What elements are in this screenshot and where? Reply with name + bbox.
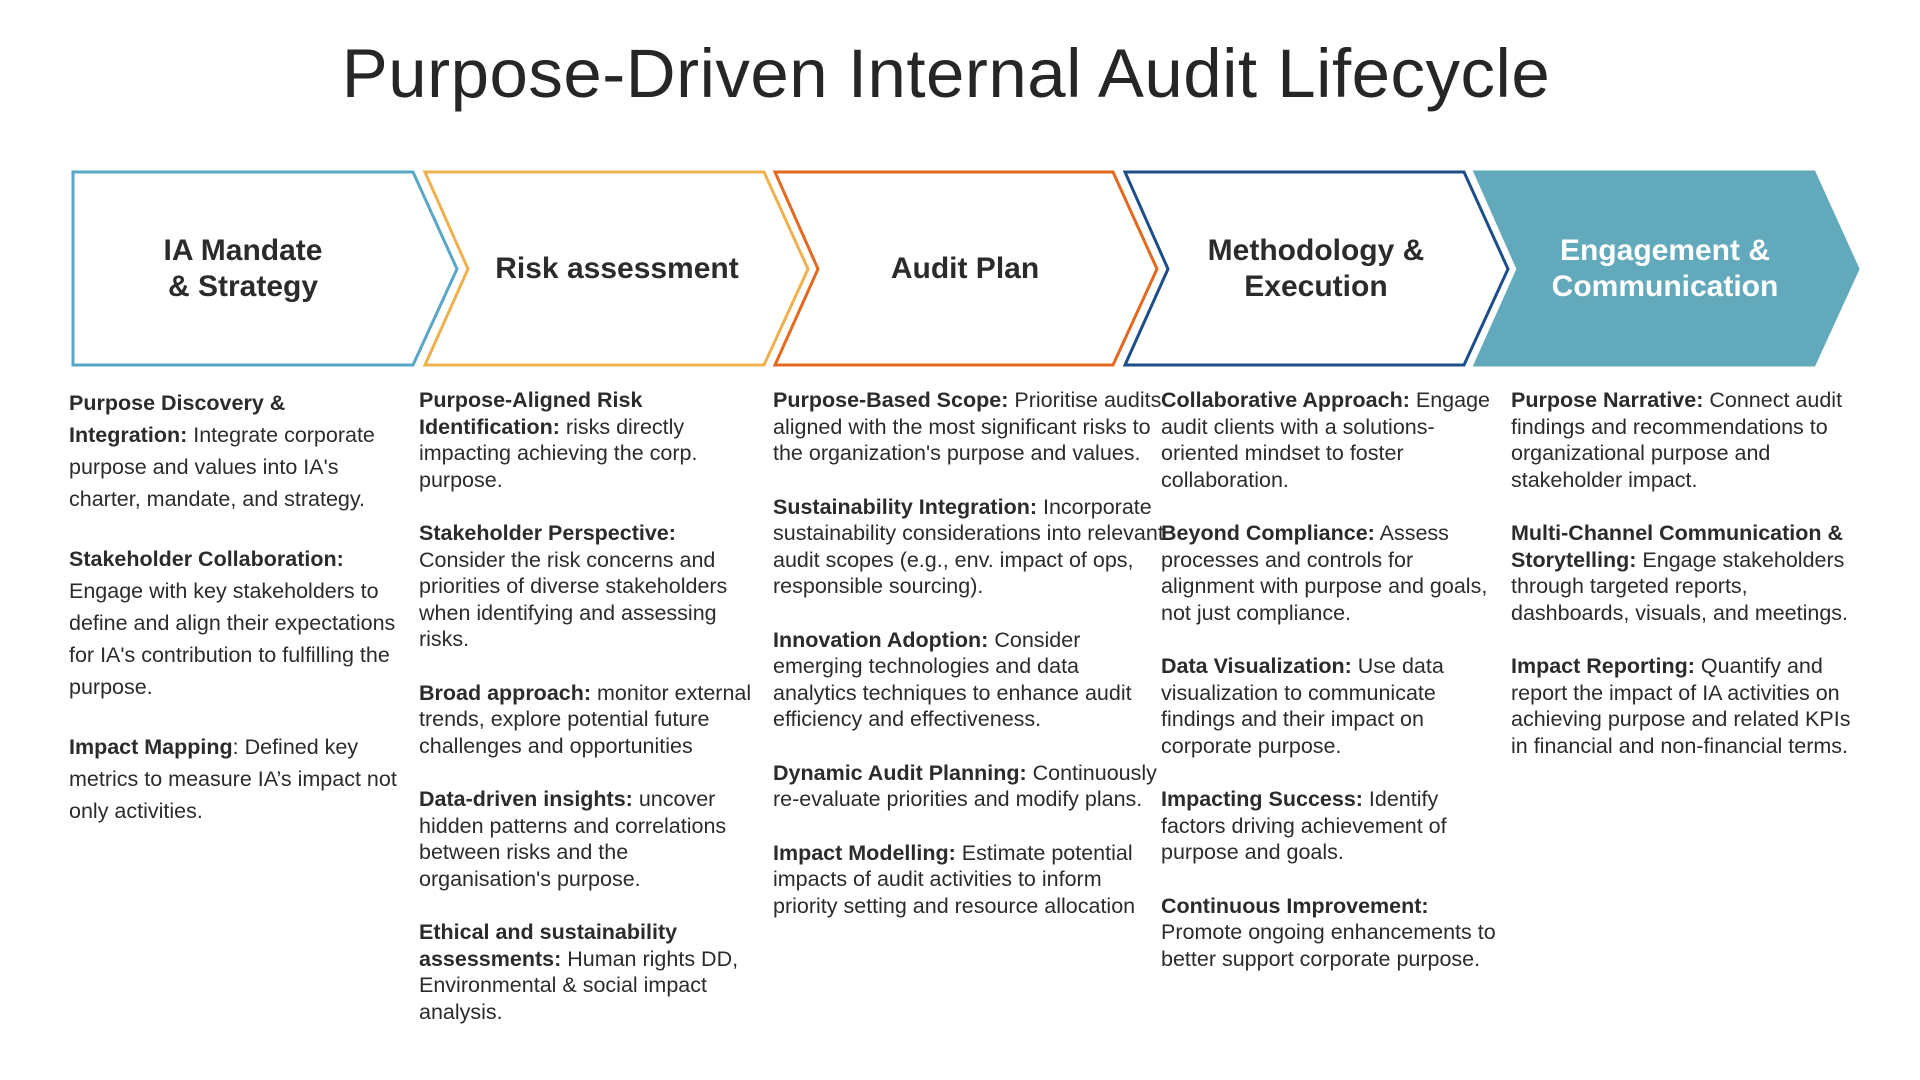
chevron-stage-1 <box>71 170 459 367</box>
stage-4-details: Collaborative Approach: Engage audit cli… <box>1161 387 1506 999</box>
detail-item: Broad approach: monitor external trends,… <box>419 680 764 760</box>
detail-item: Dynamic Audit Planning: Continuously re-… <box>773 760 1165 813</box>
detail-item-heading: Beyond Compliance: <box>1161 521 1375 545</box>
detail-item: Beyond Compliance: Assess processes and … <box>1161 520 1506 626</box>
detail-item-heading: Sustainability Integration: <box>773 494 1037 519</box>
detail-item-heading: Impact Reporting: <box>1511 654 1695 678</box>
detail-item-text: Engage audit clients with a solutions-or… <box>1161 388 1490 492</box>
detail-item: Purpose Narrative: Connect audit finding… <box>1511 387 1861 493</box>
detail-item-text: Estimate potential impacts of audit acti… <box>773 840 1136 918</box>
stage-2-details: Purpose-Aligned Risk Identification: ris… <box>419 387 764 1052</box>
detail-item: Stakeholder Perspective: Consider the ri… <box>419 520 764 653</box>
stage-label-engagement: Engagement & Communication <box>1551 234 1779 303</box>
detail-item-text: Continuously re-evaluate priorities and … <box>773 760 1157 812</box>
page-title: Purpose-Driven Internal Audit Lifecycle <box>341 35 1551 112</box>
detail-item-text: Engage stakeholders through targeted rep… <box>1511 547 1849 625</box>
chevron-stage-2 <box>422 170 810 367</box>
detail-item-heading: Stakeholder Collaboration: <box>69 547 344 571</box>
detail-item-heading: Broad approach: <box>419 680 592 705</box>
detail-item-text: Assess processes and controls for alignm… <box>1161 521 1488 625</box>
detail-item-text: Connect audit findings and recommendatio… <box>1511 388 1843 492</box>
detail-item-text: Consider the risk concerns and prioritie… <box>419 547 728 652</box>
detail-item: Impacting Success: Identify factors driv… <box>1161 786 1506 866</box>
detail-item-text: Incorporate sustainability consideration… <box>773 494 1164 599</box>
detail-item: Collaborative Approach: Engage audit cli… <box>1161 387 1506 493</box>
detail-item-heading: Impact Modelling: <box>773 840 956 865</box>
detail-item-text: Consider emerging technologies and data … <box>773 627 1132 732</box>
detail-item-heading: Multi-Channel Communication & Storytelli… <box>1511 521 1844 572</box>
chevron-stage-5 <box>1472 170 1860 367</box>
detail-item-heading: Data-driven insights: <box>419 787 633 811</box>
detail-item-text: Prioritise audits aligned with the most … <box>773 388 1162 465</box>
detail-item-heading: Ethical and sustainability assessments: <box>419 920 678 971</box>
detail-item-text: Quantify and report the impact of IA act… <box>1511 654 1851 758</box>
detail-item-text: Engage with key stakeholders to define a… <box>69 579 396 699</box>
detail-item-heading: Purpose-Based Scope: <box>773 388 1009 412</box>
detail-item-heading: Data Visualization: <box>1161 654 1352 678</box>
detail-item: Continuous Improvement: Promote ongoing … <box>1161 893 1506 973</box>
stage-label-methodology: Methodology & Execution <box>1207 234 1425 303</box>
detail-item: Purpose-Based Scope: Prioritise audits a… <box>773 387 1165 467</box>
chevron-stage-3 <box>772 170 1159 367</box>
detail-item: Impact Mapping: Defined key metrics to m… <box>69 731 409 827</box>
detail-item-text: monitor external trends, explore potenti… <box>419 680 752 758</box>
stage-5-details: Purpose Narrative: Connect audit finding… <box>1511 387 1861 786</box>
chevron-stage-4 <box>1122 170 1510 367</box>
detail-item-heading: Stakeholder Perspective: <box>419 521 676 545</box>
detail-item: Ethical and sustainability assessments: … <box>419 919 764 1025</box>
detail-item: Impact Reporting: Quantify and report th… <box>1511 653 1861 759</box>
stage-label-audit-plan: Audit Plan <box>890 252 1040 285</box>
detail-item-text: Integrate corporate purpose and values i… <box>69 423 375 511</box>
detail-item: Purpose Discovery & Integration: Integra… <box>69 387 409 515</box>
detail-item-heading: Impact Mapping <box>69 735 233 759</box>
detail-item-text: uncover hidden patterns and correlations… <box>419 787 727 891</box>
detail-item-heading: Impacting Success: <box>1161 787 1363 811</box>
detail-item-heading: Purpose Discovery & Integration: <box>69 391 286 447</box>
detail-item: Innovation Adoption: Consider emerging t… <box>773 627 1165 733</box>
detail-item-heading: Continuous Improvement: <box>1161 893 1429 918</box>
detail-item-text: Identify factors driving achievement of … <box>1161 787 1447 864</box>
detail-item-text: risks directly impacting achieving the c… <box>419 414 698 492</box>
detail-item-heading: Collaborative Approach: <box>1161 388 1410 412</box>
detail-item-text: Use data visualization to communicate fi… <box>1161 654 1444 758</box>
detail-item: Multi-Channel Communication & Storytelli… <box>1511 520 1861 626</box>
stage-label-risk-assessment: Risk assessment <box>495 252 739 285</box>
detail-item: Purpose-Aligned Risk Identification: ris… <box>419 387 764 493</box>
stage-label-ia-mandate: IA Mandate & Strategy <box>163 234 323 303</box>
detail-item-heading: Dynamic Audit Planning: <box>773 760 1027 785</box>
stage-1-details: Purpose Discovery & Integration: Integra… <box>69 387 409 855</box>
detail-item: Sustainability Integration: Incorporate … <box>773 494 1165 600</box>
detail-item-text: Human rights DD, Environmental & social … <box>419 946 739 1024</box>
detail-item: Stakeholder Collaboration: Engage with k… <box>69 543 409 703</box>
detail-item-heading: Purpose Narrative: <box>1511 388 1704 412</box>
detail-item-text: Promote ongoing enhancements to better s… <box>1161 920 1496 971</box>
detail-item-text: : Defined key metrics to measure IA’s im… <box>69 735 397 823</box>
detail-item: Data-driven insights: uncover hidden pat… <box>419 786 764 892</box>
detail-item: Data Visualization: Use data visualizati… <box>1161 653 1506 759</box>
detail-item-heading: Innovation Adoption: <box>773 627 989 652</box>
detail-item-heading: Purpose-Aligned Risk Identification: <box>419 388 643 439</box>
detail-item: Impact Modelling: Estimate potential imp… <box>773 840 1165 920</box>
stage-3-details: Purpose-Based Scope: Prioritise audits a… <box>773 387 1165 946</box>
